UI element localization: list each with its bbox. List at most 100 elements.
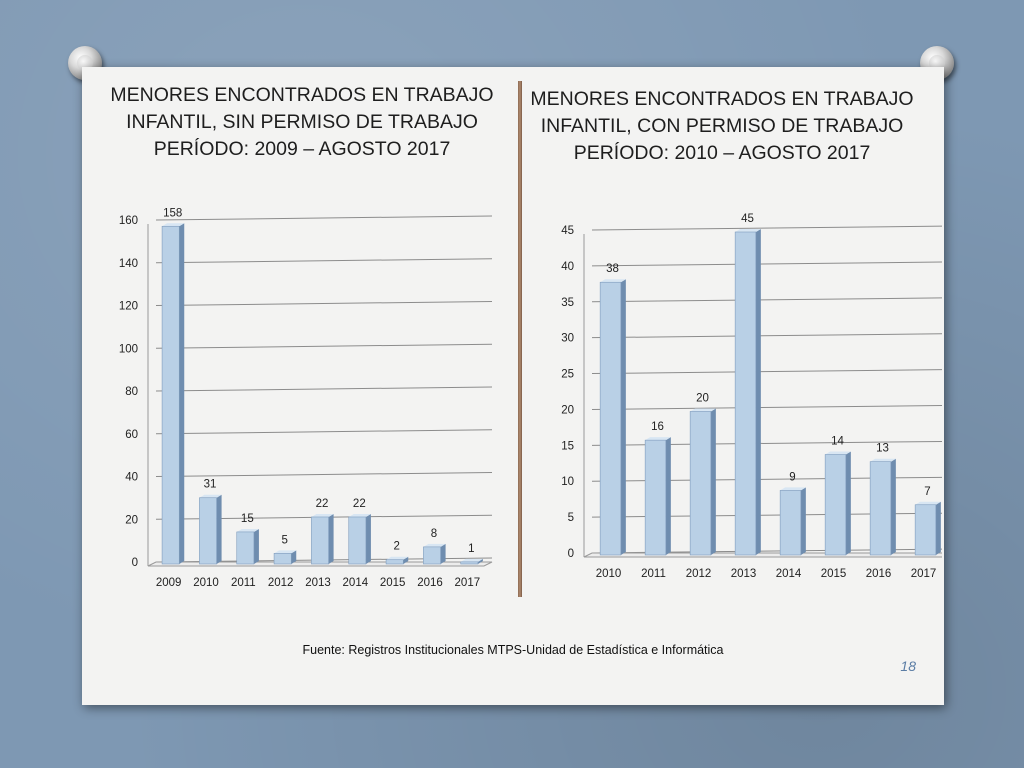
title-line: MENORES ENCONTRADOS EN TRABAJO <box>110 84 494 106</box>
bar-top <box>162 223 185 227</box>
bar-side <box>890 458 896 555</box>
bar-front <box>161 225 180 565</box>
y-tick-label: 120 <box>119 301 138 313</box>
bar <box>824 451 851 556</box>
bar <box>385 556 409 565</box>
bar-top <box>915 501 941 505</box>
x-tick-label: 2013 <box>731 568 757 580</box>
x-tick-label: 2014 <box>776 568 802 580</box>
bar-side <box>800 487 806 555</box>
y-tick-label: 80 <box>125 386 138 398</box>
bar-top <box>311 513 334 517</box>
bar-front <box>824 454 847 556</box>
data-label: 31 <box>204 479 217 491</box>
data-label: 158 <box>163 207 182 219</box>
bar <box>236 528 259 565</box>
bar-top <box>690 408 716 412</box>
x-tick-label: 2016 <box>866 568 892 580</box>
gridline <box>155 258 493 264</box>
gridline <box>155 429 493 435</box>
data-label: 20 <box>696 392 709 404</box>
bar-side <box>365 513 371 564</box>
title-line: PERÍODO: 2009 – AGOSTO 2017 <box>153 138 451 160</box>
bar-side <box>845 451 851 555</box>
bar <box>599 279 626 556</box>
x-tick-label: 2013 <box>305 577 331 589</box>
chart-floor <box>583 552 942 558</box>
bar-side <box>935 501 941 555</box>
bar-top <box>423 543 446 547</box>
y-tick-label: 45 <box>561 225 574 237</box>
data-label: 14 <box>831 436 844 448</box>
bar <box>161 223 185 565</box>
bar-front <box>644 439 667 556</box>
data-label: 7 <box>924 486 930 498</box>
bar-front <box>348 516 367 565</box>
data-label: 38 <box>606 263 619 275</box>
bar-side <box>620 279 626 555</box>
bar-chart-sin-permiso: 0204060801001201401601582009312010152011… <box>119 207 493 589</box>
y-tick-label: 0 <box>132 557 138 569</box>
bar <box>914 501 941 556</box>
x-tick-label: 2015 <box>380 577 406 589</box>
y-tick-label: 140 <box>119 258 138 270</box>
bar-side <box>403 556 409 564</box>
bar-top <box>780 487 806 491</box>
x-tick-label: 2011 <box>641 568 666 580</box>
bar-top <box>199 494 222 498</box>
x-tick-label: 2009 <box>156 577 182 589</box>
bar-top <box>870 458 896 462</box>
y-tick-label: 40 <box>561 261 574 273</box>
gridline <box>155 386 493 392</box>
bar-top <box>386 556 409 560</box>
data-label: 16 <box>651 421 664 433</box>
bar-front <box>869 461 892 556</box>
data-label: 22 <box>353 498 366 510</box>
bar <box>734 229 761 556</box>
bar-front <box>460 561 479 565</box>
bar <box>311 513 334 565</box>
y-tick-label: 25 <box>561 369 574 381</box>
x-tick-label: 2017 <box>455 577 481 589</box>
bar-front <box>236 531 255 565</box>
gridline <box>591 297 942 303</box>
bar-side <box>440 543 446 564</box>
y-tick-label: 20 <box>561 404 574 416</box>
bar-top <box>645 437 671 441</box>
bar-top <box>348 513 371 517</box>
bar-front <box>311 516 329 565</box>
data-label: 5 <box>281 534 287 546</box>
bar-side <box>179 223 185 564</box>
chart-title-sin-permiso: MENORES ENCONTRADOS EN TRABAJO INFANTIL,… <box>92 82 512 163</box>
y-tick-label: 15 <box>561 440 574 452</box>
bar-top <box>825 451 851 455</box>
bar <box>199 494 222 565</box>
bar-side <box>755 229 761 555</box>
gridline <box>591 405 942 410</box>
bar-front <box>779 490 802 556</box>
y-tick-label: 35 <box>561 297 574 309</box>
bar-front <box>199 497 217 565</box>
bar-top <box>460 558 483 562</box>
bar-front <box>734 231 757 556</box>
data-label: 1 <box>468 543 474 555</box>
bar-side <box>328 513 334 564</box>
title-line: MENORES ENCONTRADOS EN TRABAJO <box>530 88 914 110</box>
y-tick-label: 160 <box>119 215 138 227</box>
x-tick-label: 2015 <box>821 568 847 580</box>
data-label: 8 <box>431 528 437 540</box>
bar <box>460 558 483 565</box>
bar <box>869 458 896 556</box>
gridline <box>155 301 493 306</box>
bar-front <box>599 281 622 556</box>
y-tick-label: 10 <box>561 476 574 488</box>
bar-top <box>735 229 761 232</box>
chart-title-con-permiso: MENORES ENCONTRADOS EN TRABAJO INFANTIL,… <box>527 86 917 167</box>
y-tick-label: 5 <box>568 512 574 524</box>
bar <box>779 487 806 556</box>
bar-side <box>665 437 671 555</box>
bar-top <box>236 528 259 532</box>
title-line: PERÍODO: 2010 – AGOSTO 2017 <box>573 142 871 164</box>
bar-side <box>216 494 222 564</box>
gridline <box>155 215 493 221</box>
